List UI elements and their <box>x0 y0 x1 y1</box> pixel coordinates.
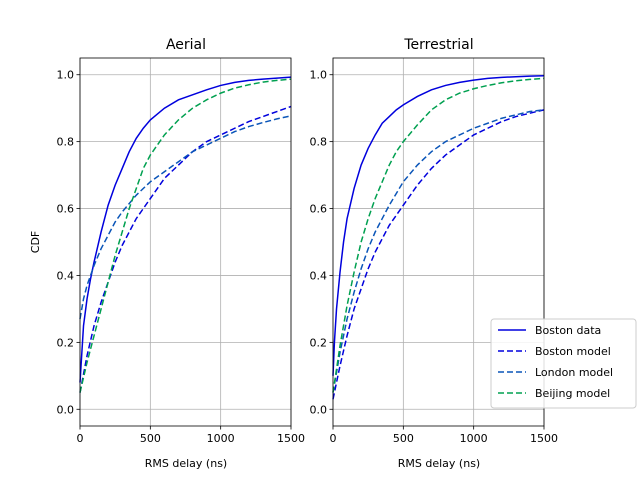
y-tick-label: 0.8 <box>310 136 328 149</box>
x-axis-label: RMS delay (ns) <box>398 457 480 470</box>
legend: Boston data Boston model London model Beiji… <box>490 318 637 409</box>
series-line-beijing-model <box>79 78 292 393</box>
x-axis-label: RMS delay (ns) <box>145 457 227 470</box>
x-tick-label: 1000 <box>207 432 235 445</box>
aerial-subplot: Aerial CDF RMS delay (ns) 0 500 1000 1500 0.… <box>29 37 305 470</box>
legend-entry-label: Boston model <box>535 345 611 358</box>
terrestrial-subplot: Terrestrial RMS delay (ns) 0 500 1000 1500 0… <box>310 37 559 470</box>
subplot-title: Terrestrial <box>403 37 473 53</box>
x-tick-label: 500 <box>140 432 161 445</box>
x-tick-label: 0 <box>77 432 84 445</box>
y-tick-label: 0.4 <box>57 269 75 282</box>
y-tick-label: 1.0 <box>310 69 328 82</box>
y-tick-label: 0.2 <box>57 336 75 349</box>
x-tick-label: 1500 <box>530 432 558 445</box>
y-axis-label: CDF <box>29 231 42 253</box>
series-line-boston-model <box>332 109 545 400</box>
y-tick-label: 0.0 <box>57 403 75 416</box>
plot-frame <box>79 57 292 427</box>
series-line-boston-model <box>79 105 292 393</box>
y-tick-label: 0.0 <box>310 403 328 416</box>
series-line-boston-data <box>332 74 545 376</box>
y-tick-label: 0.4 <box>310 269 328 282</box>
series-line-london-model <box>332 109 545 393</box>
x-tick-label: 1500 <box>277 432 305 445</box>
y-tick-label: 1.0 <box>57 69 75 82</box>
series-line-london-model <box>79 115 292 320</box>
plot-frame <box>332 57 545 427</box>
legend-entry-label: London model <box>535 366 613 379</box>
series-line-beijing-model <box>332 77 545 393</box>
y-tick-label: 0.6 <box>310 203 328 216</box>
y-tick-label: 0.8 <box>57 136 75 149</box>
legend-box <box>490 318 637 409</box>
x-tick-label: 0 <box>330 432 337 445</box>
y-tick-label: 0.2 <box>310 336 328 349</box>
legend-entry-label: Boston data <box>535 324 601 337</box>
x-tick-label: 500 <box>393 432 414 445</box>
y-tick-label: 0.6 <box>57 203 75 216</box>
legend-entry-label: Beijing model <box>535 387 610 400</box>
series-line-boston-data <box>79 76 292 383</box>
x-tick-label: 1000 <box>460 432 488 445</box>
subplot-title: Aerial <box>166 37 206 53</box>
